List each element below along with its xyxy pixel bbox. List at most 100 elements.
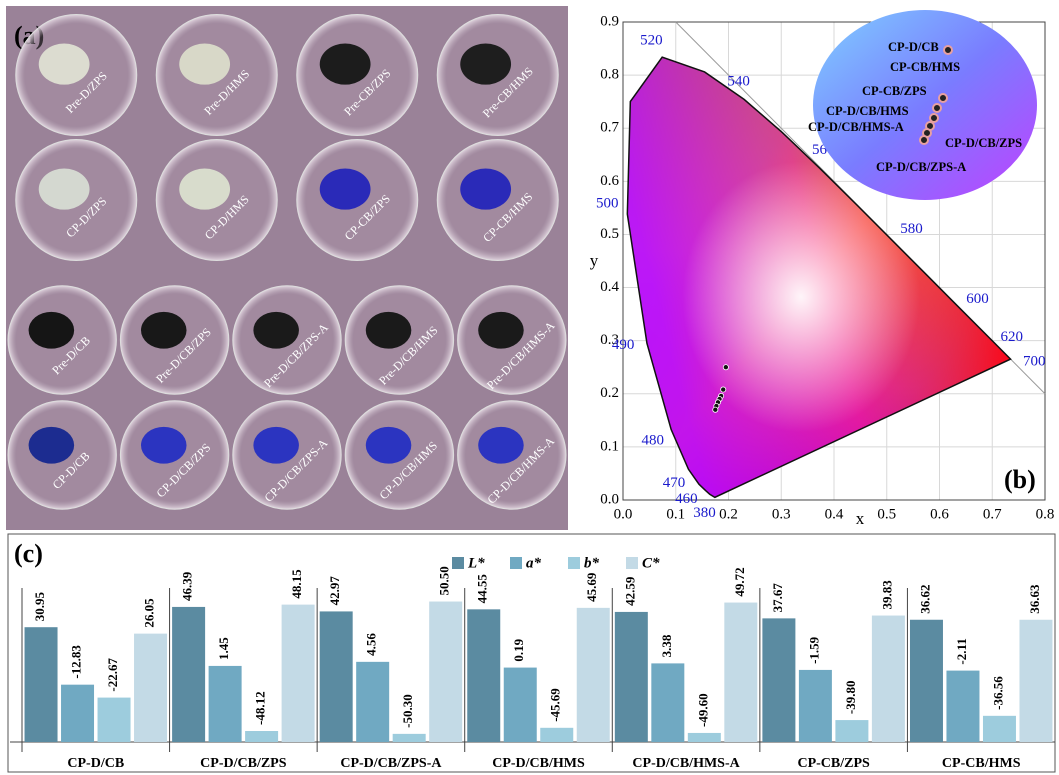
wavelength-label: 460 xyxy=(675,491,698,507)
panel-label: (b) xyxy=(1004,465,1036,494)
powder-sample xyxy=(460,44,511,85)
bar xyxy=(98,698,131,742)
wavelength-label: 480 xyxy=(641,432,664,448)
bar xyxy=(134,634,167,742)
value-label: 42.97 xyxy=(327,576,342,606)
legend-label: b* xyxy=(584,555,600,571)
powder-sample xyxy=(253,312,299,349)
value-label: 36.63 xyxy=(1027,584,1042,614)
bar xyxy=(467,609,500,742)
y-tick-label: 0.4 xyxy=(600,279,619,295)
legend-label: L* xyxy=(467,555,485,571)
wavelength-label: 700 xyxy=(1023,353,1046,369)
powder-sample xyxy=(320,169,371,210)
value-label: 1.45 xyxy=(216,637,231,660)
wavelength-label: 580 xyxy=(900,221,923,237)
x-tick-label: 0.6 xyxy=(930,506,949,522)
powder-sample xyxy=(29,312,75,349)
bar xyxy=(835,720,868,742)
wavelength-label: 470 xyxy=(663,475,686,491)
bar xyxy=(946,671,979,742)
inset-point xyxy=(944,46,952,54)
bar xyxy=(762,618,795,742)
value-label: 4.56 xyxy=(364,633,379,656)
value-label: -45.69 xyxy=(548,688,563,722)
y-tick-label: 0.8 xyxy=(600,67,619,83)
bar xyxy=(25,627,58,742)
bar xyxy=(320,611,353,742)
legend-label: C* xyxy=(642,555,660,571)
x-tick-label: 0.0 xyxy=(614,506,633,522)
value-label: 42.59 xyxy=(622,576,637,606)
x-tick-label: CP-D/CB/HMS xyxy=(492,756,585,771)
bar xyxy=(504,668,537,742)
x-tick-label: 0.8 xyxy=(1036,506,1055,522)
x-tick-label: CP-D/CB xyxy=(67,756,124,771)
bar xyxy=(577,608,610,742)
legend-swatch xyxy=(626,557,638,569)
x-tick-label: CP-CB/HMS xyxy=(942,756,1021,771)
powder-sample xyxy=(179,169,230,210)
y-tick-label: 0.6 xyxy=(600,173,619,189)
value-label: 44.55 xyxy=(475,574,490,604)
wavelength-label: 380 xyxy=(693,505,716,521)
value-label: 50.50 xyxy=(437,566,452,595)
powder-sample xyxy=(29,427,75,464)
inset-point xyxy=(930,114,938,122)
bar xyxy=(429,602,462,742)
value-label: -12.83 xyxy=(69,645,84,679)
value-label: 45.69 xyxy=(584,572,599,602)
value-label: 36.62 xyxy=(917,585,932,614)
wavelength-label: 540 xyxy=(727,73,750,89)
inset-label: CP-CB/HMS xyxy=(890,60,960,74)
x-tick-label: CP-D/CB/ZPS xyxy=(200,756,287,771)
value-label: -2.11 xyxy=(954,638,969,664)
bar xyxy=(724,603,757,742)
value-label: 46.39 xyxy=(180,571,195,601)
bar xyxy=(393,734,426,742)
value-label: 3.38 xyxy=(659,634,674,657)
powder-sample xyxy=(366,312,412,349)
y-tick-label: 0.2 xyxy=(600,385,619,401)
bar xyxy=(688,733,721,742)
wavelength-label: 490 xyxy=(612,337,635,353)
x-tick-label: 0.1 xyxy=(666,506,685,522)
value-label: 26.05 xyxy=(142,598,157,628)
inset-point xyxy=(933,104,941,112)
legend-swatch xyxy=(452,557,464,569)
bar xyxy=(872,616,905,742)
wavelength-label: 600 xyxy=(966,291,989,307)
inset-label: CP-D/CB/ZPS xyxy=(945,136,1022,150)
x-tick-label: 0.3 xyxy=(772,506,791,522)
x-tick-label: 0.5 xyxy=(877,506,896,522)
powder-sample xyxy=(478,312,524,349)
powder-sample xyxy=(478,427,524,464)
value-label: 39.83 xyxy=(879,580,894,610)
bar xyxy=(615,612,648,742)
value-label: 49.72 xyxy=(732,567,747,596)
inset-point xyxy=(939,94,947,102)
value-label: -49.60 xyxy=(695,693,710,727)
y-tick-label: 0.5 xyxy=(600,226,619,242)
bar xyxy=(1019,620,1052,742)
wavelength-label: 620 xyxy=(1000,329,1023,345)
value-label: 48.15 xyxy=(289,569,304,599)
bar xyxy=(245,731,278,742)
inset-label: CP-D/CB/HMS xyxy=(826,104,909,118)
y-tick-label: 0.1 xyxy=(600,438,619,454)
bar xyxy=(651,663,684,742)
bar xyxy=(799,670,832,742)
x-tick-label: CP-D/CB/HMS-A xyxy=(632,756,740,771)
value-label: -50.30 xyxy=(400,694,415,728)
value-label: -36.56 xyxy=(990,676,1005,710)
bar xyxy=(983,716,1016,742)
powder-sample xyxy=(179,44,230,85)
powder-sample xyxy=(141,427,187,464)
bar xyxy=(209,666,242,742)
powder-sample xyxy=(460,169,511,210)
value-label: -1.59 xyxy=(806,636,821,664)
powder-sample xyxy=(320,44,371,85)
inset-label: CP-D/CB/HMS-A xyxy=(808,120,904,134)
inset-point xyxy=(920,136,928,144)
value-label: 0.19 xyxy=(511,638,526,661)
